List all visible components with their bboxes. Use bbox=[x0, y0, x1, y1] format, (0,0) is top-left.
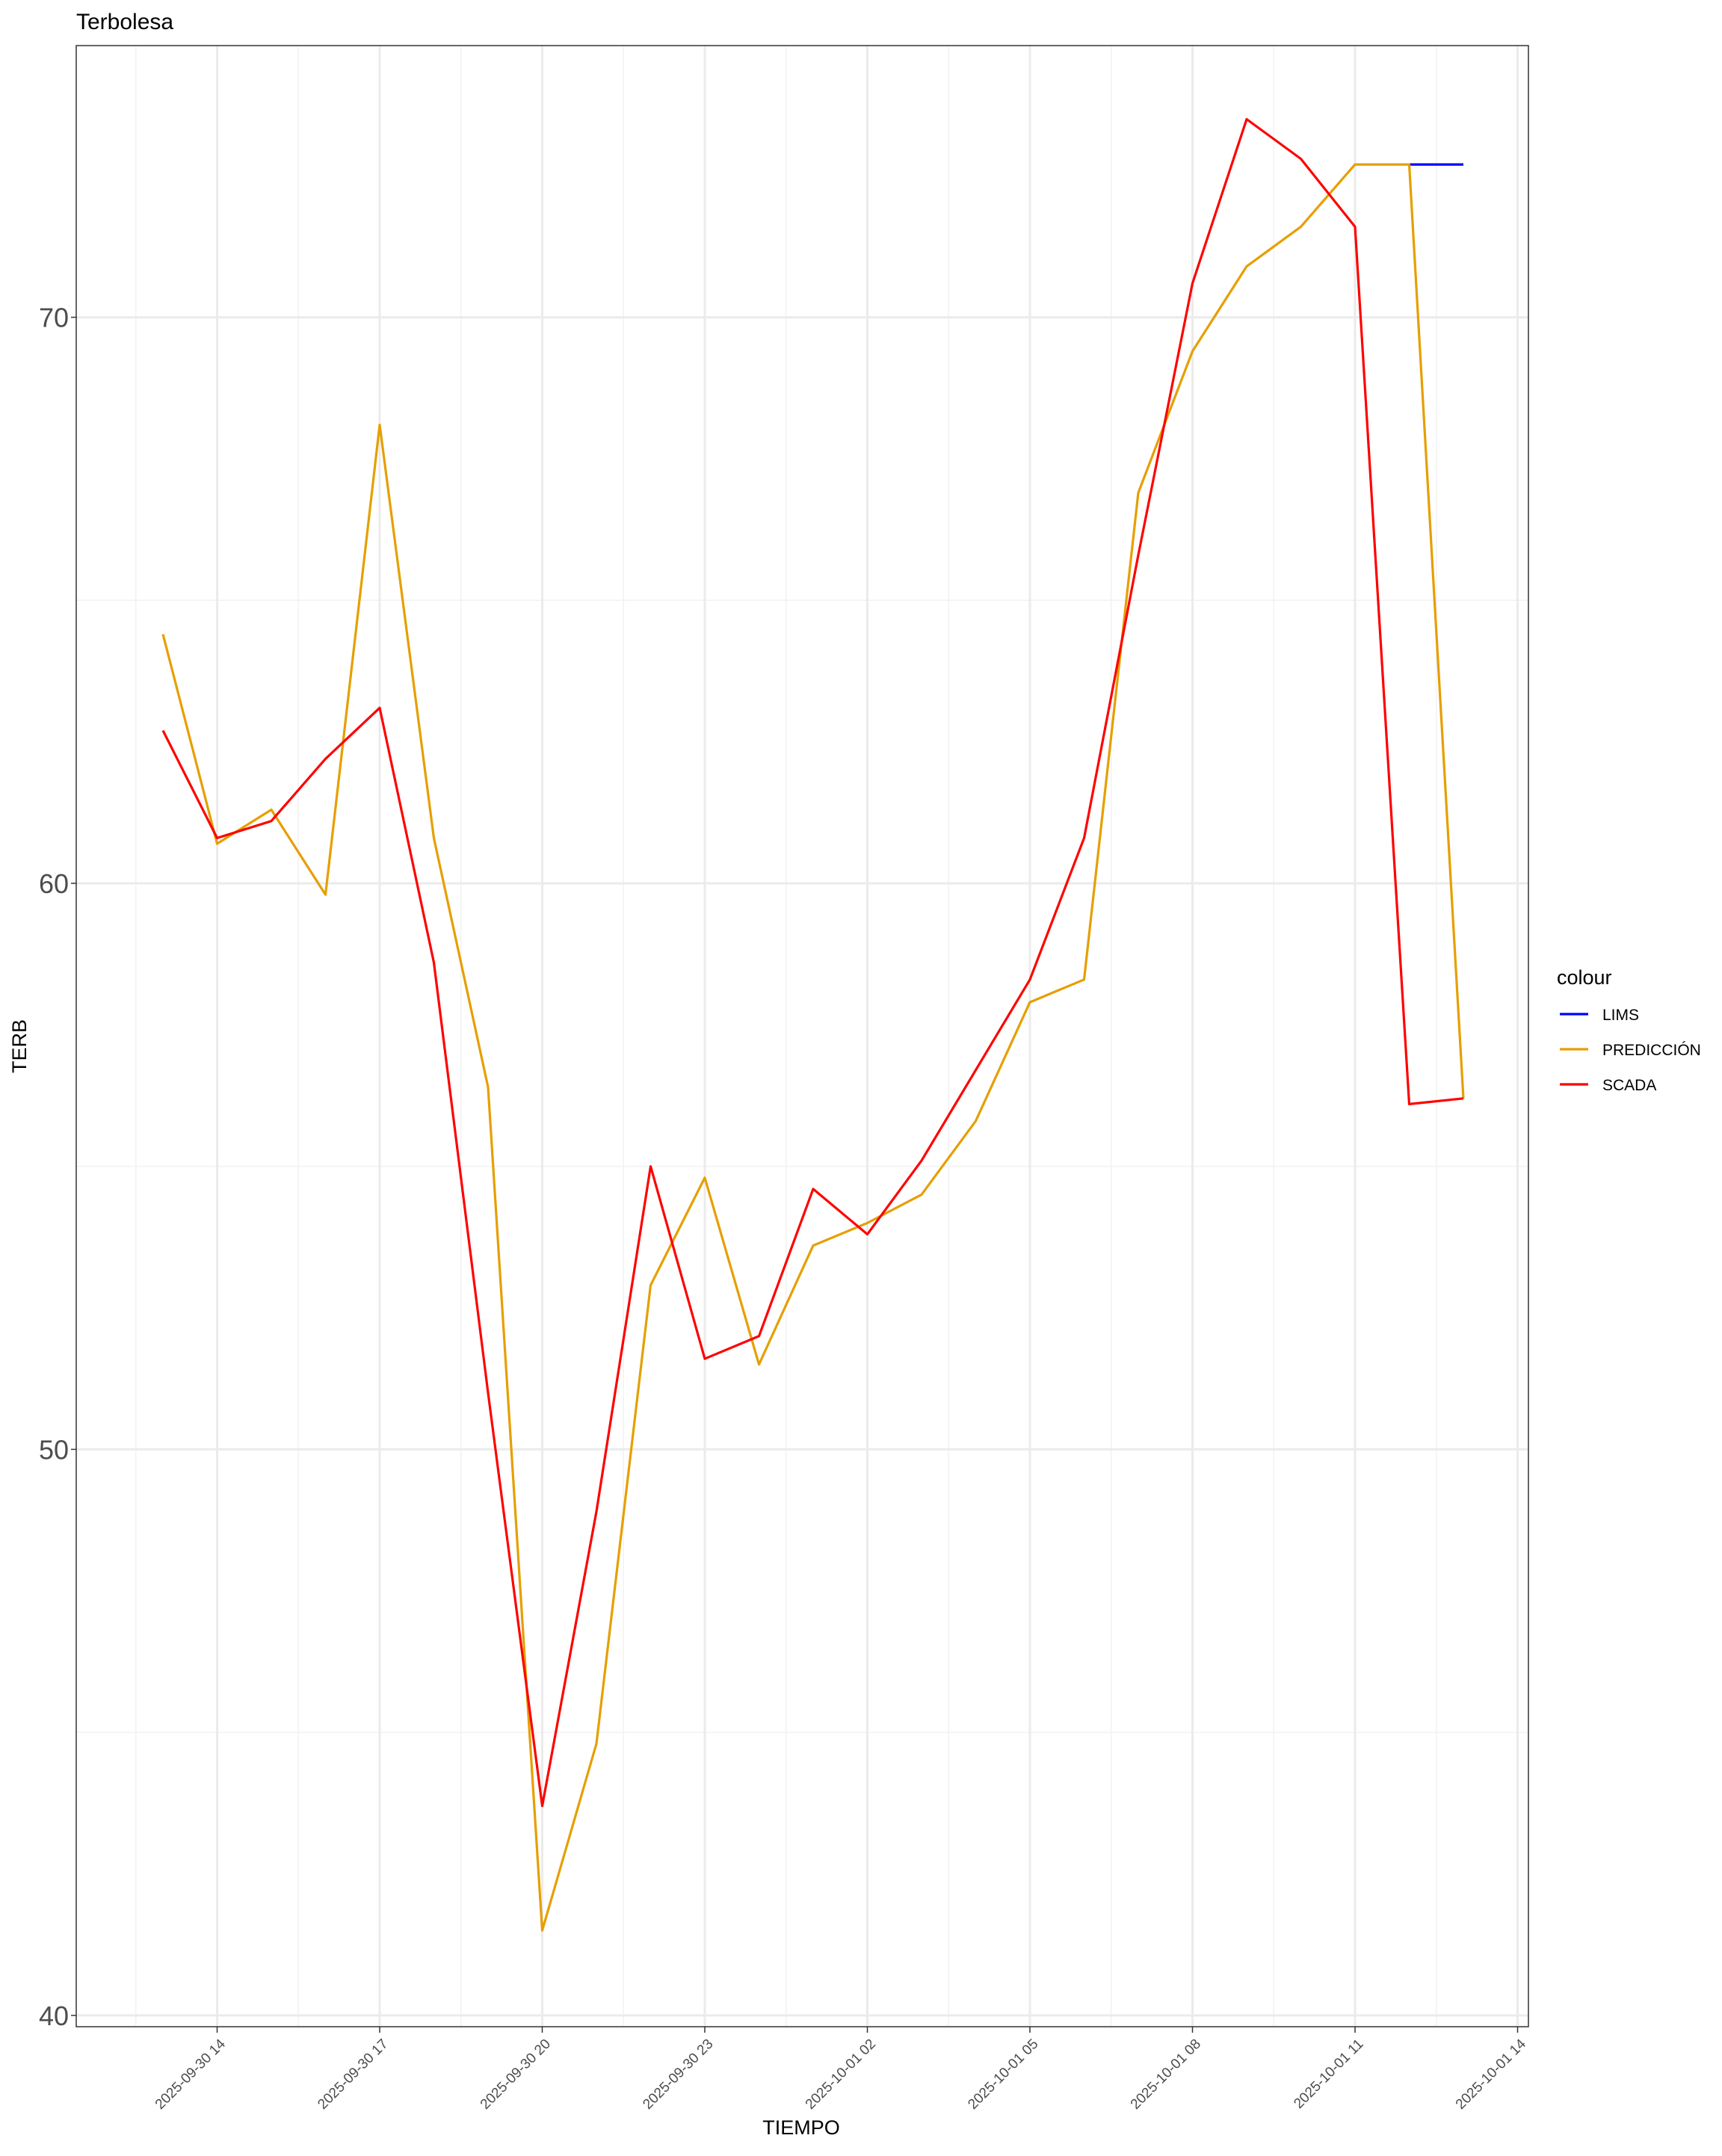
x-axis-label: TIEMPO bbox=[762, 2116, 840, 2139]
legend-label-lims: LIMS bbox=[1602, 1007, 1639, 1024]
series-lines bbox=[161, 117, 1465, 1932]
plot-panel-border bbox=[75, 45, 1529, 2027]
legend: LIMS PREDICCIÓN SCADA bbox=[1560, 1007, 1701, 1094]
y-tick-label: 70 bbox=[39, 303, 69, 333]
legend-title: colour bbox=[1557, 966, 1612, 989]
y-tick-label: 60 bbox=[39, 868, 69, 899]
series-line-predicción bbox=[161, 163, 1465, 1932]
legend-label-predicción: PREDICCIÓN bbox=[1602, 1042, 1701, 1059]
series-line-scada bbox=[161, 117, 1464, 1808]
y-tick-label: 50 bbox=[39, 1434, 69, 1465]
grid bbox=[76, 46, 1528, 2027]
y-axis-label: TERB bbox=[8, 1019, 31, 1073]
y-tick-label: 40 bbox=[39, 2001, 69, 2031]
legend-label-scada: SCADA bbox=[1602, 1077, 1656, 1094]
chart-title: Terbolesa bbox=[76, 10, 173, 34]
